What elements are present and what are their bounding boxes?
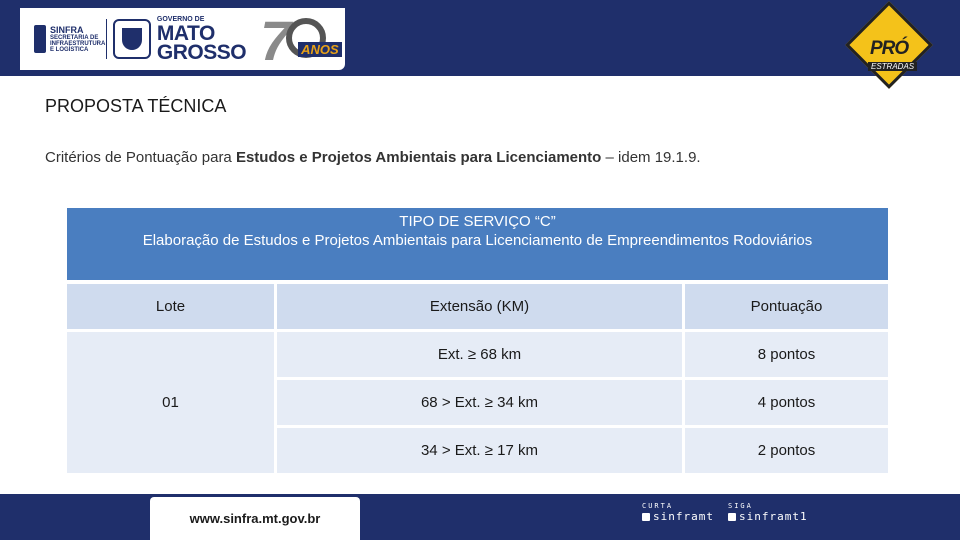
governo-logo: GOVERNO DE MATO GROSSO [156, 16, 247, 64]
extensao-cell: 34 > Ext. ≥ 17 km [277, 428, 682, 473]
criteria-suffix: – idem 19.1.9. [601, 149, 701, 166]
table-row: 68 > Ext. ≥ 34 km 4 pontos [277, 380, 888, 425]
table-row: Ext. ≥ 68 km 8 pontos [277, 332, 888, 377]
sinfra-line: INFRAESTRUTURA [50, 41, 106, 47]
header-logos: SINFRA SECRETARIA DE INFRAESTRUTURA E LO… [20, 8, 345, 72]
social-handle: sinframt [653, 510, 714, 523]
facebook-icon [642, 512, 650, 521]
road-lanes-top [0, 76, 960, 82]
sinfra-line: SECRETARIA DE [50, 35, 99, 41]
pontuacao-cell: 8 pontos [685, 332, 888, 377]
pontuacao-cell: 2 pontos [685, 428, 888, 473]
sinfra-mark-icon [34, 25, 46, 53]
column-header-pontuacao: Pontuação [685, 284, 888, 329]
lote-cell: 01 [67, 332, 274, 473]
footer-bar [0, 494, 960, 540]
social-instagram[interactable]: SIGA sinframt1 [728, 502, 808, 523]
social-label: CURTA [642, 502, 674, 510]
social-label: SIGA [728, 502, 753, 510]
social-handle: sinframt1 [739, 510, 808, 523]
table-title-line2: Elaboração de Estudos e Projetos Ambient… [142, 232, 813, 249]
table-title-line1: TIPO DE SERVIÇO “C” [399, 213, 556, 230]
column-header-extensao: Extensão (KM) [277, 284, 682, 329]
criteria-prefix: Critérios de Pontuação para [45, 149, 236, 166]
program-subtitle: ESTRADAS [868, 62, 918, 71]
criteria-bold: Estudos e Projetos Ambientais para Licen… [235, 149, 602, 166]
extensao-cell: 68 > Ext. ≥ 34 km [277, 380, 682, 425]
scoring-table: TIPO DE SERVIÇO “C” Elaboração de Estudo… [67, 208, 888, 473]
road-lanes-bottom [0, 488, 960, 494]
anniversary-label: ANOS [298, 42, 342, 57]
pro-estradas-logo: PRÓ ESTRADAS [845, 1, 938, 98]
extensao-cell: Ext. ≥ 68 km [277, 332, 682, 377]
social-facebook[interactable]: CURTA sinframt [642, 502, 714, 523]
logo-divider [106, 19, 107, 59]
governo-small: GOVERNO DE [156, 16, 205, 23]
table-body: 01 Ext. ≥ 68 km 8 pontos 68 > Ext. ≥ 34 … [67, 332, 888, 473]
sinfra-title: SINFRA [50, 25, 84, 35]
program-title: PRÓ [870, 38, 909, 59]
table-row: 34 > Ext. ≥ 17 km 2 pontos [277, 428, 888, 473]
anniversary-number: 7 [260, 9, 292, 72]
governo-line2: GROSSO [156, 41, 247, 64]
coat-of-arms-icon [112, 19, 151, 59]
table-title: TIPO DE SERVIÇO “C” Elaboração de Estudo… [67, 208, 888, 280]
sinfra-line: E LOGÍSTICA [50, 47, 89, 53]
instagram-icon [728, 512, 736, 521]
table-header-row: Lote Extensão (KM) Pontuação [67, 280, 888, 329]
governo-line1: MATO [156, 22, 215, 45]
website-link[interactable]: www.sinfra.mt.gov.br [150, 497, 360, 540]
criteria-text: Critérios de Pontuação para Estudos e Pr… [45, 149, 701, 166]
sinfra-logo: SINFRA SECRETARIA DE INFRAESTRUTURA E LO… [34, 25, 105, 53]
anniversary-logo: 7 ANOS [260, 9, 345, 72]
page-title: PROPOSTA TÉCNICA [45, 96, 227, 116]
column-header-lote: Lote [67, 284, 274, 329]
pontuacao-cell: 4 pontos [685, 380, 888, 425]
